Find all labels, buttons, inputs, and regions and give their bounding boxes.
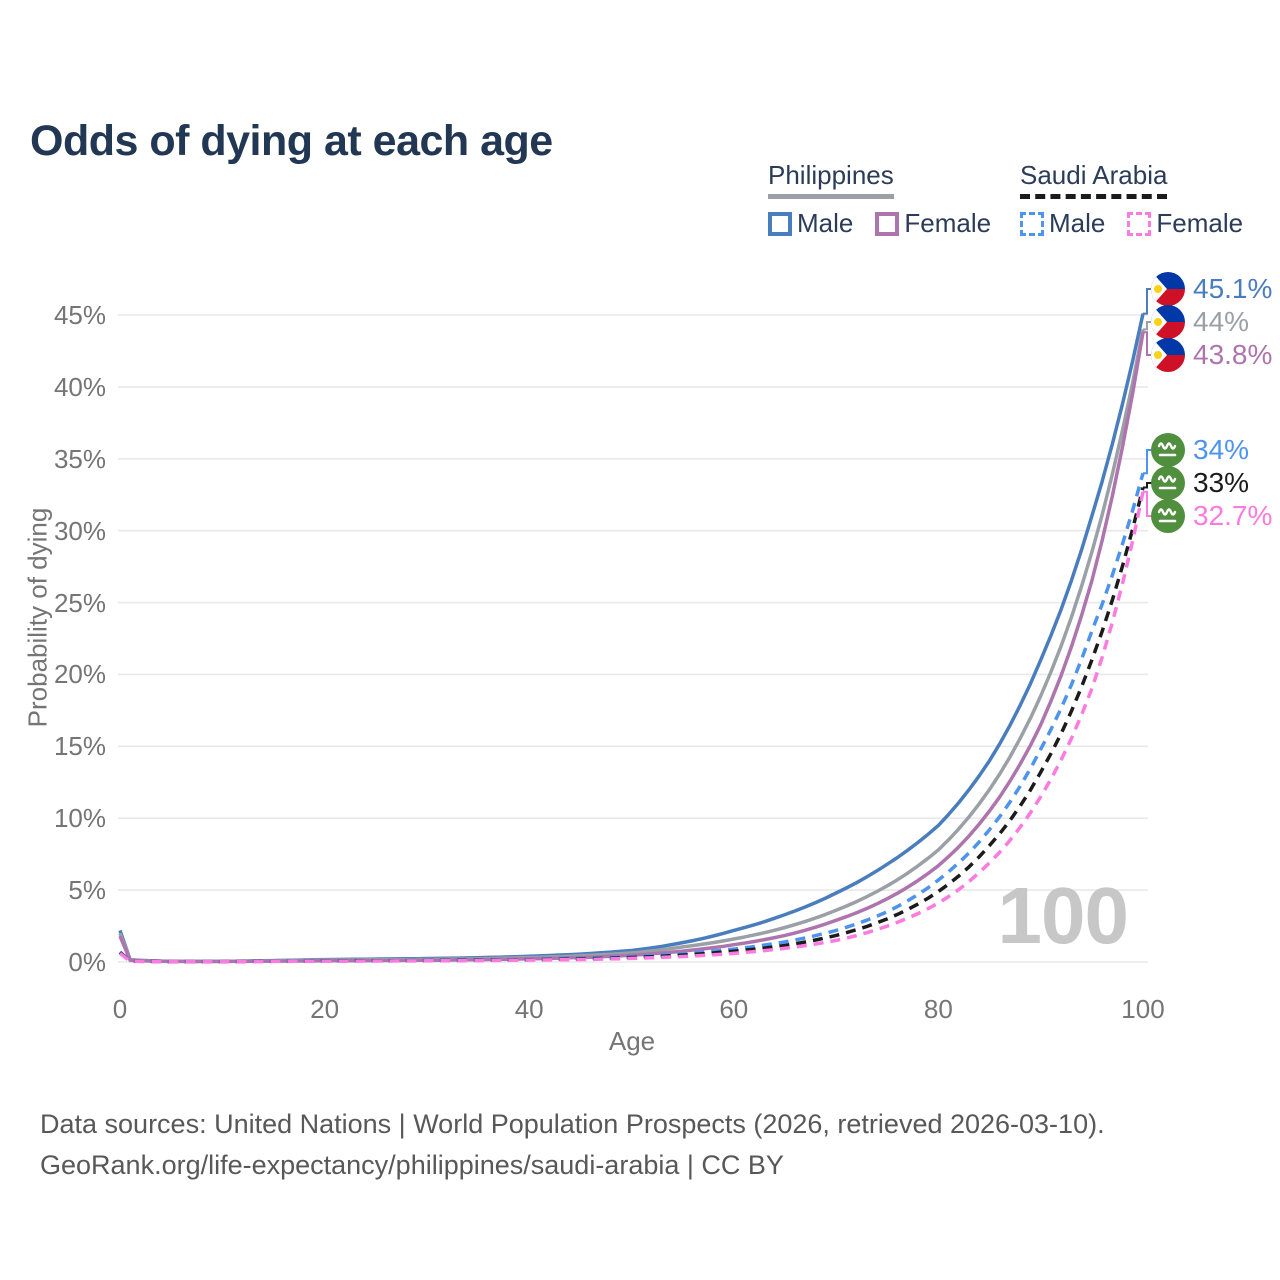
x-tick-label: 20 xyxy=(310,994,340,1024)
saudi-arabia-flag-icon xyxy=(1151,433,1185,467)
end-label-connector xyxy=(1143,321,1153,331)
x-tick-label: 80 xyxy=(923,994,953,1024)
saudi-female-swatch-icon xyxy=(1127,211,1152,236)
end-value: 43.8% xyxy=(1193,339,1273,370)
end-label-saudi-both: 33% xyxy=(1150,465,1249,501)
data-source-attribution: Data sources: United Nations | World Pop… xyxy=(40,1104,1105,1186)
philippines-flag-icon xyxy=(1151,305,1185,339)
legend-label: Male xyxy=(797,208,854,238)
legend-group-saudi-arabia: Saudi Arabia Male Female xyxy=(1020,160,1243,239)
saudi-arabia-flag-icon xyxy=(1151,466,1185,500)
legend-country-saudi-arabia[interactable]: Saudi Arabia xyxy=(1020,160,1168,199)
x-axis-title: Age xyxy=(608,1026,656,1056)
y-tick-label: 45% xyxy=(53,300,106,330)
legend-item-saudi-male[interactable]: Male xyxy=(1020,208,1105,239)
legend-item-philippines-male[interactable]: Male xyxy=(768,208,853,239)
legend-label: Female xyxy=(904,208,992,238)
end-label-philippines-male: 45.1% xyxy=(1150,271,1272,307)
y-tick-label: 15% xyxy=(53,731,106,762)
page-title: Odds of dying at each age xyxy=(30,116,553,165)
end-label-connector xyxy=(1143,490,1153,517)
series-line-philippines-female[interactable] xyxy=(118,332,1145,964)
y-tick-label: 0% xyxy=(68,947,106,977)
end-label-connector xyxy=(1143,449,1153,475)
y-tick-label: 10% xyxy=(53,803,106,834)
end-value: 45.1% xyxy=(1193,273,1273,304)
end-label-saudi-male: 34% xyxy=(1150,432,1249,468)
series-line-saudi-arabia-female[interactable] xyxy=(118,491,1145,964)
end-value: 33% xyxy=(1193,467,1250,498)
legend-label: Male xyxy=(1049,208,1106,238)
end-label-philippines-both: 44% xyxy=(1150,304,1249,340)
legend-group-philippines: Philippines Male Female xyxy=(768,160,991,239)
legend-label: Female xyxy=(1156,208,1244,238)
y-tick-label: 40% xyxy=(53,371,106,402)
end-label-connector xyxy=(1143,288,1153,315)
y-tick-label: 25% xyxy=(53,587,106,618)
end-value: 32.7% xyxy=(1193,500,1273,531)
legend-item-saudi-female[interactable]: Female xyxy=(1127,208,1243,239)
series-line-philippines[interactable] xyxy=(118,329,1145,964)
x-tick-label: 40 xyxy=(514,994,544,1024)
license-line: GeoRank.org/life-expectancy/philippines/… xyxy=(40,1150,784,1180)
philippines-flag-icon xyxy=(1151,272,1185,306)
data-sources-line: Data sources: United Nations | World Pop… xyxy=(40,1109,1105,1139)
end-label-connector xyxy=(1143,331,1153,356)
end-label-saudi-female: 32.7% xyxy=(1150,498,1272,534)
end-value: 44% xyxy=(1193,306,1250,337)
x-tick-label: 60 xyxy=(719,994,749,1024)
x-tick-label: 0 xyxy=(112,994,128,1024)
philippines-flag-icon xyxy=(1151,338,1185,372)
saudi-male-swatch-icon xyxy=(1020,211,1044,236)
age-indicator-watermark: 100 xyxy=(997,871,1129,960)
y-tick-label: 30% xyxy=(53,515,106,546)
philippines-male-swatch-icon xyxy=(768,211,792,236)
end-value: 34% xyxy=(1193,434,1250,465)
y-tick-label: 20% xyxy=(53,659,106,690)
y-tick-label: 5% xyxy=(68,875,106,906)
philippines-female-swatch-icon xyxy=(875,211,900,236)
x-tick-label: 100 xyxy=(1121,994,1165,1024)
saudi-arabia-flag-icon xyxy=(1151,499,1185,533)
legend-item-philippines-female[interactable]: Female xyxy=(875,208,991,239)
end-label-philippines-female: 43.8% xyxy=(1150,337,1272,373)
end-label-connector xyxy=(1143,482,1153,489)
y-tick-label: 35% xyxy=(53,443,106,474)
legend-country-philippines[interactable]: Philippines xyxy=(768,160,894,199)
